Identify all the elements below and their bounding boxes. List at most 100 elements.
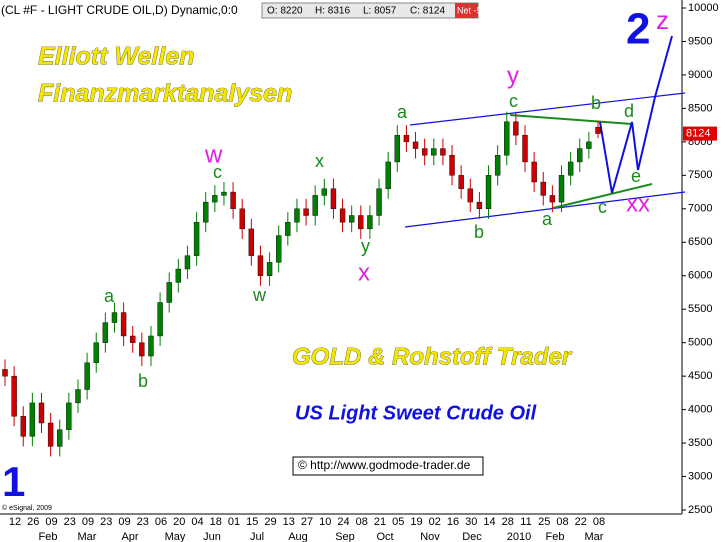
- y-tick-label: 4500: [688, 370, 712, 382]
- wave-label: c: [598, 197, 607, 217]
- triangle-upper: [509, 114, 633, 125]
- y-tick-label: 10000: [688, 2, 719, 14]
- chart-title: (CL #F - LIGHT CRUDE OIL,D) Dynamic,0:0: [1, 3, 238, 17]
- wave-label: xx: [626, 190, 650, 217]
- candle-body: [504, 121, 510, 156]
- candle-body: [348, 215, 355, 223]
- x-tick-label: 21: [374, 516, 386, 528]
- x-month-label: Nov: [420, 531, 440, 542]
- candle-body: [193, 221, 200, 256]
- x-tick-label: 29: [264, 516, 276, 528]
- quote-box: O: 8220 H: 8316 L: 8057 C: 8124 Net -97: [261, 2, 487, 19]
- x-tick-label: 22: [575, 516, 587, 528]
- x-tick-label: 08: [593, 516, 605, 528]
- candle-body: [184, 255, 191, 270]
- candle-body: [531, 161, 537, 183]
- brand-line2: Finanzmarktanalysen: [38, 80, 292, 108]
- candle-body: [476, 201, 483, 210]
- y-tick-label: 7500: [688, 169, 712, 181]
- channel: [404, 35, 686, 228]
- candle-body: [120, 312, 127, 337]
- candle-body: [275, 235, 282, 263]
- y-tick-label: 4000: [688, 404, 712, 416]
- x-tick-label: 20: [173, 516, 185, 528]
- x-tick-label: 23: [64, 516, 76, 528]
- wave-label: x: [358, 259, 370, 286]
- y-tick-label: 6000: [688, 270, 712, 282]
- candle-body: [47, 422, 54, 447]
- x-tick-label: 14: [483, 516, 495, 528]
- candle-body: [321, 188, 328, 196]
- x-month-label: Dec: [462, 531, 482, 542]
- candle-body: [312, 195, 318, 216]
- candle-body: [75, 389, 81, 404]
- x-tick-label: 19: [410, 516, 422, 528]
- candle-body: [540, 181, 546, 196]
- x-month-label: Jun: [203, 531, 221, 542]
- candle-body: [84, 362, 90, 390]
- wave-label: c: [213, 162, 222, 182]
- x-tick-label: 25: [538, 516, 550, 528]
- x-tick-label: 30: [465, 516, 477, 528]
- x-tick-label: 27: [301, 516, 313, 528]
- y-tick-label: 5500: [688, 303, 712, 315]
- candle-body: [2, 369, 8, 377]
- x-month-label: Apr: [121, 531, 138, 542]
- y-tick-label: 3000: [688, 470, 712, 482]
- x-tick-label: 13: [283, 516, 295, 528]
- x-tick-label: 24: [337, 516, 349, 528]
- candle-body: [93, 342, 99, 363]
- candle-body: [230, 191, 236, 209]
- candle-body: [175, 268, 182, 283]
- wave-label: d: [624, 101, 634, 121]
- candle-body: [403, 134, 410, 143]
- candle-body: [257, 255, 264, 276]
- candle-body: [139, 342, 145, 357]
- x-tick-label: 09: [45, 516, 57, 528]
- copyright: © eSignal, 2009: [2, 504, 52, 512]
- candle-body: [20, 416, 26, 437]
- channel-upper: [409, 92, 686, 126]
- candle-body: [285, 221, 291, 236]
- wave-label: z: [656, 5, 669, 35]
- candle-body: [239, 208, 245, 230]
- candle-body: [421, 148, 428, 156]
- candle-body: [412, 141, 419, 149]
- x-tick-label: 16: [447, 516, 459, 528]
- candle-body: [339, 208, 346, 223]
- candle-body: [567, 161, 574, 176]
- x-tick-label: 10: [319, 516, 331, 528]
- x-tick-label: 08: [556, 516, 568, 528]
- x-tick-label: 05: [392, 516, 404, 528]
- y-tick-label: 6500: [688, 236, 712, 248]
- candle-body: [577, 148, 583, 163]
- candle-body: [330, 188, 337, 210]
- candle-body: [303, 208, 309, 216]
- x-month-label: Oct: [376, 531, 393, 542]
- x-tick-label: 26: [27, 516, 39, 528]
- wave-label: b: [591, 93, 601, 113]
- triangle-lower: [552, 183, 653, 209]
- candle-body: [467, 188, 473, 203]
- candle-body: [166, 282, 172, 303]
- wave-label: w: [252, 285, 267, 305]
- candle-body: [440, 148, 446, 156]
- candle-body: [494, 155, 501, 176]
- url-box: [292, 456, 484, 476]
- candle-body: [11, 375, 17, 417]
- wave-label: w: [204, 141, 223, 168]
- brand-line1: Elliott Wellen: [38, 43, 195, 71]
- candle-body: [157, 302, 163, 337]
- candle-body: [294, 208, 300, 223]
- x-tick-label: 06: [155, 516, 167, 528]
- channel-lower: [404, 191, 686, 228]
- y-tick-label: 7000: [688, 203, 712, 215]
- y-tick-label: 9500: [688, 35, 712, 47]
- wave-label: a: [542, 209, 553, 229]
- y-tick-label: 2500: [688, 504, 712, 516]
- x-tick-label: 02: [429, 516, 441, 528]
- x-tick-label: 11: [520, 516, 531, 528]
- x-month-label: Mar: [78, 531, 97, 542]
